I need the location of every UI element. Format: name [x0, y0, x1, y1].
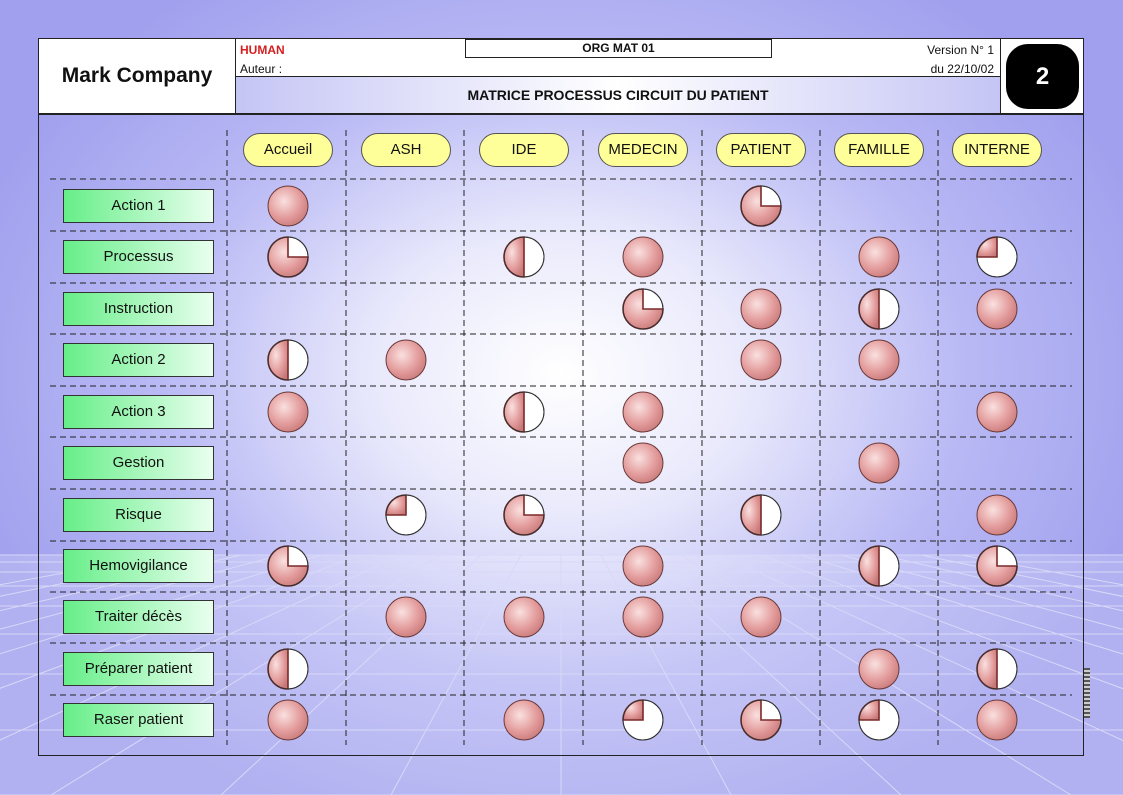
- matrix-circle: [858, 339, 900, 381]
- row-label: Action 2: [63, 343, 214, 377]
- matrix-circle: [976, 236, 1018, 278]
- row-label: Risque: [63, 498, 214, 532]
- document-header: Mark Company HUMAN Auteur : ORG MAT 01 V…: [38, 38, 1084, 114]
- matrix-circle: [267, 648, 309, 690]
- version-label: Version N° 1: [927, 43, 994, 57]
- matrix-circle: [858, 288, 900, 330]
- header-info-box: HUMAN Auteur : ORG MAT 01 Version N° 1 d…: [235, 38, 1001, 77]
- page-number-box: 2: [1000, 38, 1084, 114]
- matrix-frame: [38, 114, 1084, 756]
- matrix-circle: [976, 545, 1018, 587]
- matrix-circle: [385, 596, 427, 638]
- matrix-circle: [622, 391, 664, 433]
- matrix-circle: [858, 545, 900, 587]
- row-label: Instruction: [63, 292, 214, 326]
- matrix-circle: [740, 596, 782, 638]
- row-label: Action 3: [63, 395, 214, 429]
- date-label: du 22/10/02: [930, 62, 994, 76]
- row-label: Gestion: [63, 446, 214, 480]
- row-label: Préparer patient: [63, 652, 214, 686]
- row-label: Traiter décès: [63, 600, 214, 634]
- page-title: MATRICE PROCESSUS CIRCUIT DU PATIENT: [235, 76, 1001, 114]
- matrix-circle: [503, 391, 545, 433]
- matrix-circle: [503, 236, 545, 278]
- matrix-circle: [622, 545, 664, 587]
- matrix-circle: [740, 339, 782, 381]
- matrix-circle: [503, 596, 545, 638]
- matrix-circle: [976, 699, 1018, 741]
- column-header-ash: ASH: [361, 133, 451, 167]
- company-name: Mark Company: [38, 38, 236, 114]
- matrix-circle: [740, 288, 782, 330]
- matrix-circle: [976, 494, 1018, 536]
- row-label: Raser patient: [63, 703, 214, 737]
- matrix-circle: [622, 236, 664, 278]
- org-code: ORG MAT 01: [465, 39, 772, 58]
- matrix-circle: [858, 236, 900, 278]
- matrix-circle: [267, 391, 309, 433]
- matrix-circle: [385, 494, 427, 536]
- column-header-interne: INTERNE: [952, 133, 1042, 167]
- matrix-circle: [267, 339, 309, 381]
- column-header-ide: IDE: [479, 133, 569, 167]
- matrix-circle: [503, 494, 545, 536]
- matrix-circle: [740, 494, 782, 536]
- matrix-circle: [976, 288, 1018, 330]
- human-label: HUMAN: [240, 43, 285, 57]
- matrix-circle: [740, 699, 782, 741]
- matrix-circle: [267, 236, 309, 278]
- page-number-badge: 2: [1006, 44, 1079, 109]
- column-header-famille: FAMILLE: [834, 133, 924, 167]
- matrix-circle: [503, 699, 545, 741]
- matrix-circle: [858, 648, 900, 690]
- matrix-circle: [622, 442, 664, 484]
- column-header-patient: PATIENT: [716, 133, 806, 167]
- matrix-circle: [858, 442, 900, 484]
- author-label: Auteur :: [240, 62, 283, 76]
- matrix-circle: [976, 648, 1018, 690]
- row-label: Processus: [63, 240, 214, 274]
- column-header-medecin: MEDECIN: [598, 133, 688, 167]
- matrix-circle: [267, 185, 309, 227]
- matrix-circle: [622, 699, 664, 741]
- matrix-circle: [267, 545, 309, 587]
- matrix-circle: [622, 288, 664, 330]
- column-header-accueil: Accueil: [243, 133, 333, 167]
- resize-grip[interactable]: [1084, 668, 1090, 718]
- matrix-circle: [385, 339, 427, 381]
- matrix-circle: [622, 596, 664, 638]
- matrix-circle: [976, 391, 1018, 433]
- matrix-circle: [740, 185, 782, 227]
- matrix-circle: [267, 699, 309, 741]
- matrix-circle: [858, 699, 900, 741]
- row-label: Action 1: [63, 189, 214, 223]
- row-label: Hemovigilance: [63, 549, 214, 583]
